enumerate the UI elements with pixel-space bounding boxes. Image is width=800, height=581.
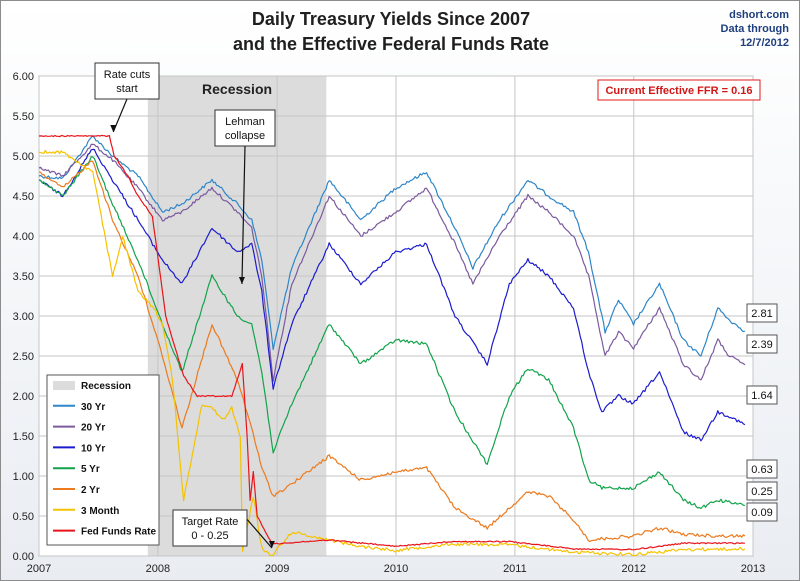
series-line-30-yr bbox=[38, 135, 746, 357]
x-tick-label: 2008 bbox=[146, 563, 170, 575]
svg-text:0.25: 0.25 bbox=[751, 486, 772, 498]
end-value-label: 2.81 bbox=[746, 303, 778, 323]
annotation-callout: Target Rate 0 - 0.25 bbox=[172, 509, 275, 549]
end-value-label: 1.64 bbox=[746, 385, 778, 405]
x-tick-label: 2011 bbox=[503, 563, 527, 575]
svg-text:1.64: 1.64 bbox=[751, 390, 772, 402]
y-tick-label: 1.00 bbox=[13, 471, 34, 483]
data-through-date: 12/7/2012 bbox=[740, 37, 789, 49]
svg-text:20 Yr: 20 Yr bbox=[81, 423, 105, 434]
series-line-2-yr bbox=[38, 160, 746, 542]
svg-text:Fed Funds Rate: Fed Funds Rate bbox=[81, 527, 156, 538]
legend-item-2-yr: 2 Yr bbox=[53, 485, 100, 496]
svg-text:0.63: 0.63 bbox=[751, 464, 772, 476]
x-tick-label: 2012 bbox=[622, 563, 646, 575]
legend-box bbox=[46, 374, 160, 546]
annotation-callout: Rate cuts start bbox=[94, 62, 160, 133]
legend-item-fed-funds-rate: Fed Funds Rate bbox=[53, 527, 156, 538]
series-line-fed-funds-rate bbox=[38, 134, 745, 551]
x-tick-label: 2007 bbox=[27, 563, 51, 575]
end-value-label: 0.63 bbox=[746, 459, 778, 479]
legend-item-recession: Recession bbox=[53, 381, 131, 392]
y-tick-label: 0.50 bbox=[13, 511, 34, 523]
y-tick-label: 4.50 bbox=[13, 191, 34, 203]
y-tick-label: 5.50 bbox=[13, 111, 34, 123]
x-tick-label: 2010 bbox=[384, 563, 408, 575]
legend-item-30-yr: 30 Yr bbox=[53, 402, 105, 413]
svg-text:0 - 0.25: 0 - 0.25 bbox=[191, 530, 228, 542]
svg-text:Rate cuts: Rate cuts bbox=[104, 69, 151, 81]
x-tick-label: 2013 bbox=[741, 563, 765, 575]
y-tick-label: 6.00 bbox=[13, 71, 34, 83]
series-line-5-yr bbox=[38, 156, 746, 510]
legend-item-5-yr: 5 Yr bbox=[53, 464, 100, 475]
end-value-label: 2.39 bbox=[746, 334, 778, 354]
series-line-3-month bbox=[38, 149, 746, 557]
svg-text:2 Yr: 2 Yr bbox=[81, 485, 100, 496]
svg-text:collapse: collapse bbox=[225, 130, 265, 142]
svg-text:Current Effective FFR = 0.16: Current Effective FFR = 0.16 bbox=[605, 85, 752, 97]
end-value-label: 0.09 bbox=[746, 502, 778, 522]
y-tick-label: 5.00 bbox=[13, 151, 34, 163]
y-tick-label: 1.50 bbox=[13, 431, 34, 443]
y-tick-label: 2.50 bbox=[13, 351, 34, 363]
recession-label: Recession bbox=[202, 81, 272, 97]
svg-text:30 Yr: 30 Yr bbox=[81, 402, 105, 413]
annotation-callout: Lehman collapse bbox=[214, 109, 276, 285]
legend-item-20-yr: 20 Yr bbox=[53, 423, 105, 434]
source-name: dshort.com bbox=[729, 9, 789, 21]
y-tick-label: 2.00 bbox=[13, 391, 34, 403]
y-tick-label: 3.50 bbox=[13, 271, 34, 283]
current-ffr-box: Current Effective FFR = 0.16 bbox=[597, 79, 761, 101]
chart-title-line2: and the Effective Federal Funds Rate bbox=[232, 34, 550, 54]
series-line-20-yr bbox=[38, 143, 746, 382]
svg-text:Recession: Recession bbox=[81, 381, 131, 392]
svg-text:start: start bbox=[116, 83, 137, 95]
legend-item-3-month: 3 Month bbox=[53, 506, 119, 517]
data-through-label: Data through bbox=[720, 23, 789, 35]
svg-text:3 Month: 3 Month bbox=[81, 506, 119, 517]
svg-text:Target Rate: Target Rate bbox=[182, 516, 239, 528]
svg-text:5 Yr: 5 Yr bbox=[81, 464, 100, 475]
y-tick-label: 3.00 bbox=[13, 311, 34, 323]
end-value-label: 0.25 bbox=[746, 481, 778, 501]
svg-text:2.81: 2.81 bbox=[751, 308, 772, 320]
y-tick-label: 4.00 bbox=[13, 231, 34, 243]
legend-item-10-yr: 10 Yr bbox=[53, 443, 105, 454]
svg-text:Lehman: Lehman bbox=[225, 116, 265, 128]
svg-text:0.09: 0.09 bbox=[751, 507, 772, 519]
x-tick-label: 2009 bbox=[265, 563, 289, 575]
y-tick-label: 0.00 bbox=[13, 551, 34, 563]
chart-title-line1: Daily Treasury Yields Since 2007 bbox=[251, 9, 531, 29]
svg-text:10 Yr: 10 Yr bbox=[81, 443, 105, 454]
svg-text:2.39: 2.39 bbox=[751, 339, 772, 351]
